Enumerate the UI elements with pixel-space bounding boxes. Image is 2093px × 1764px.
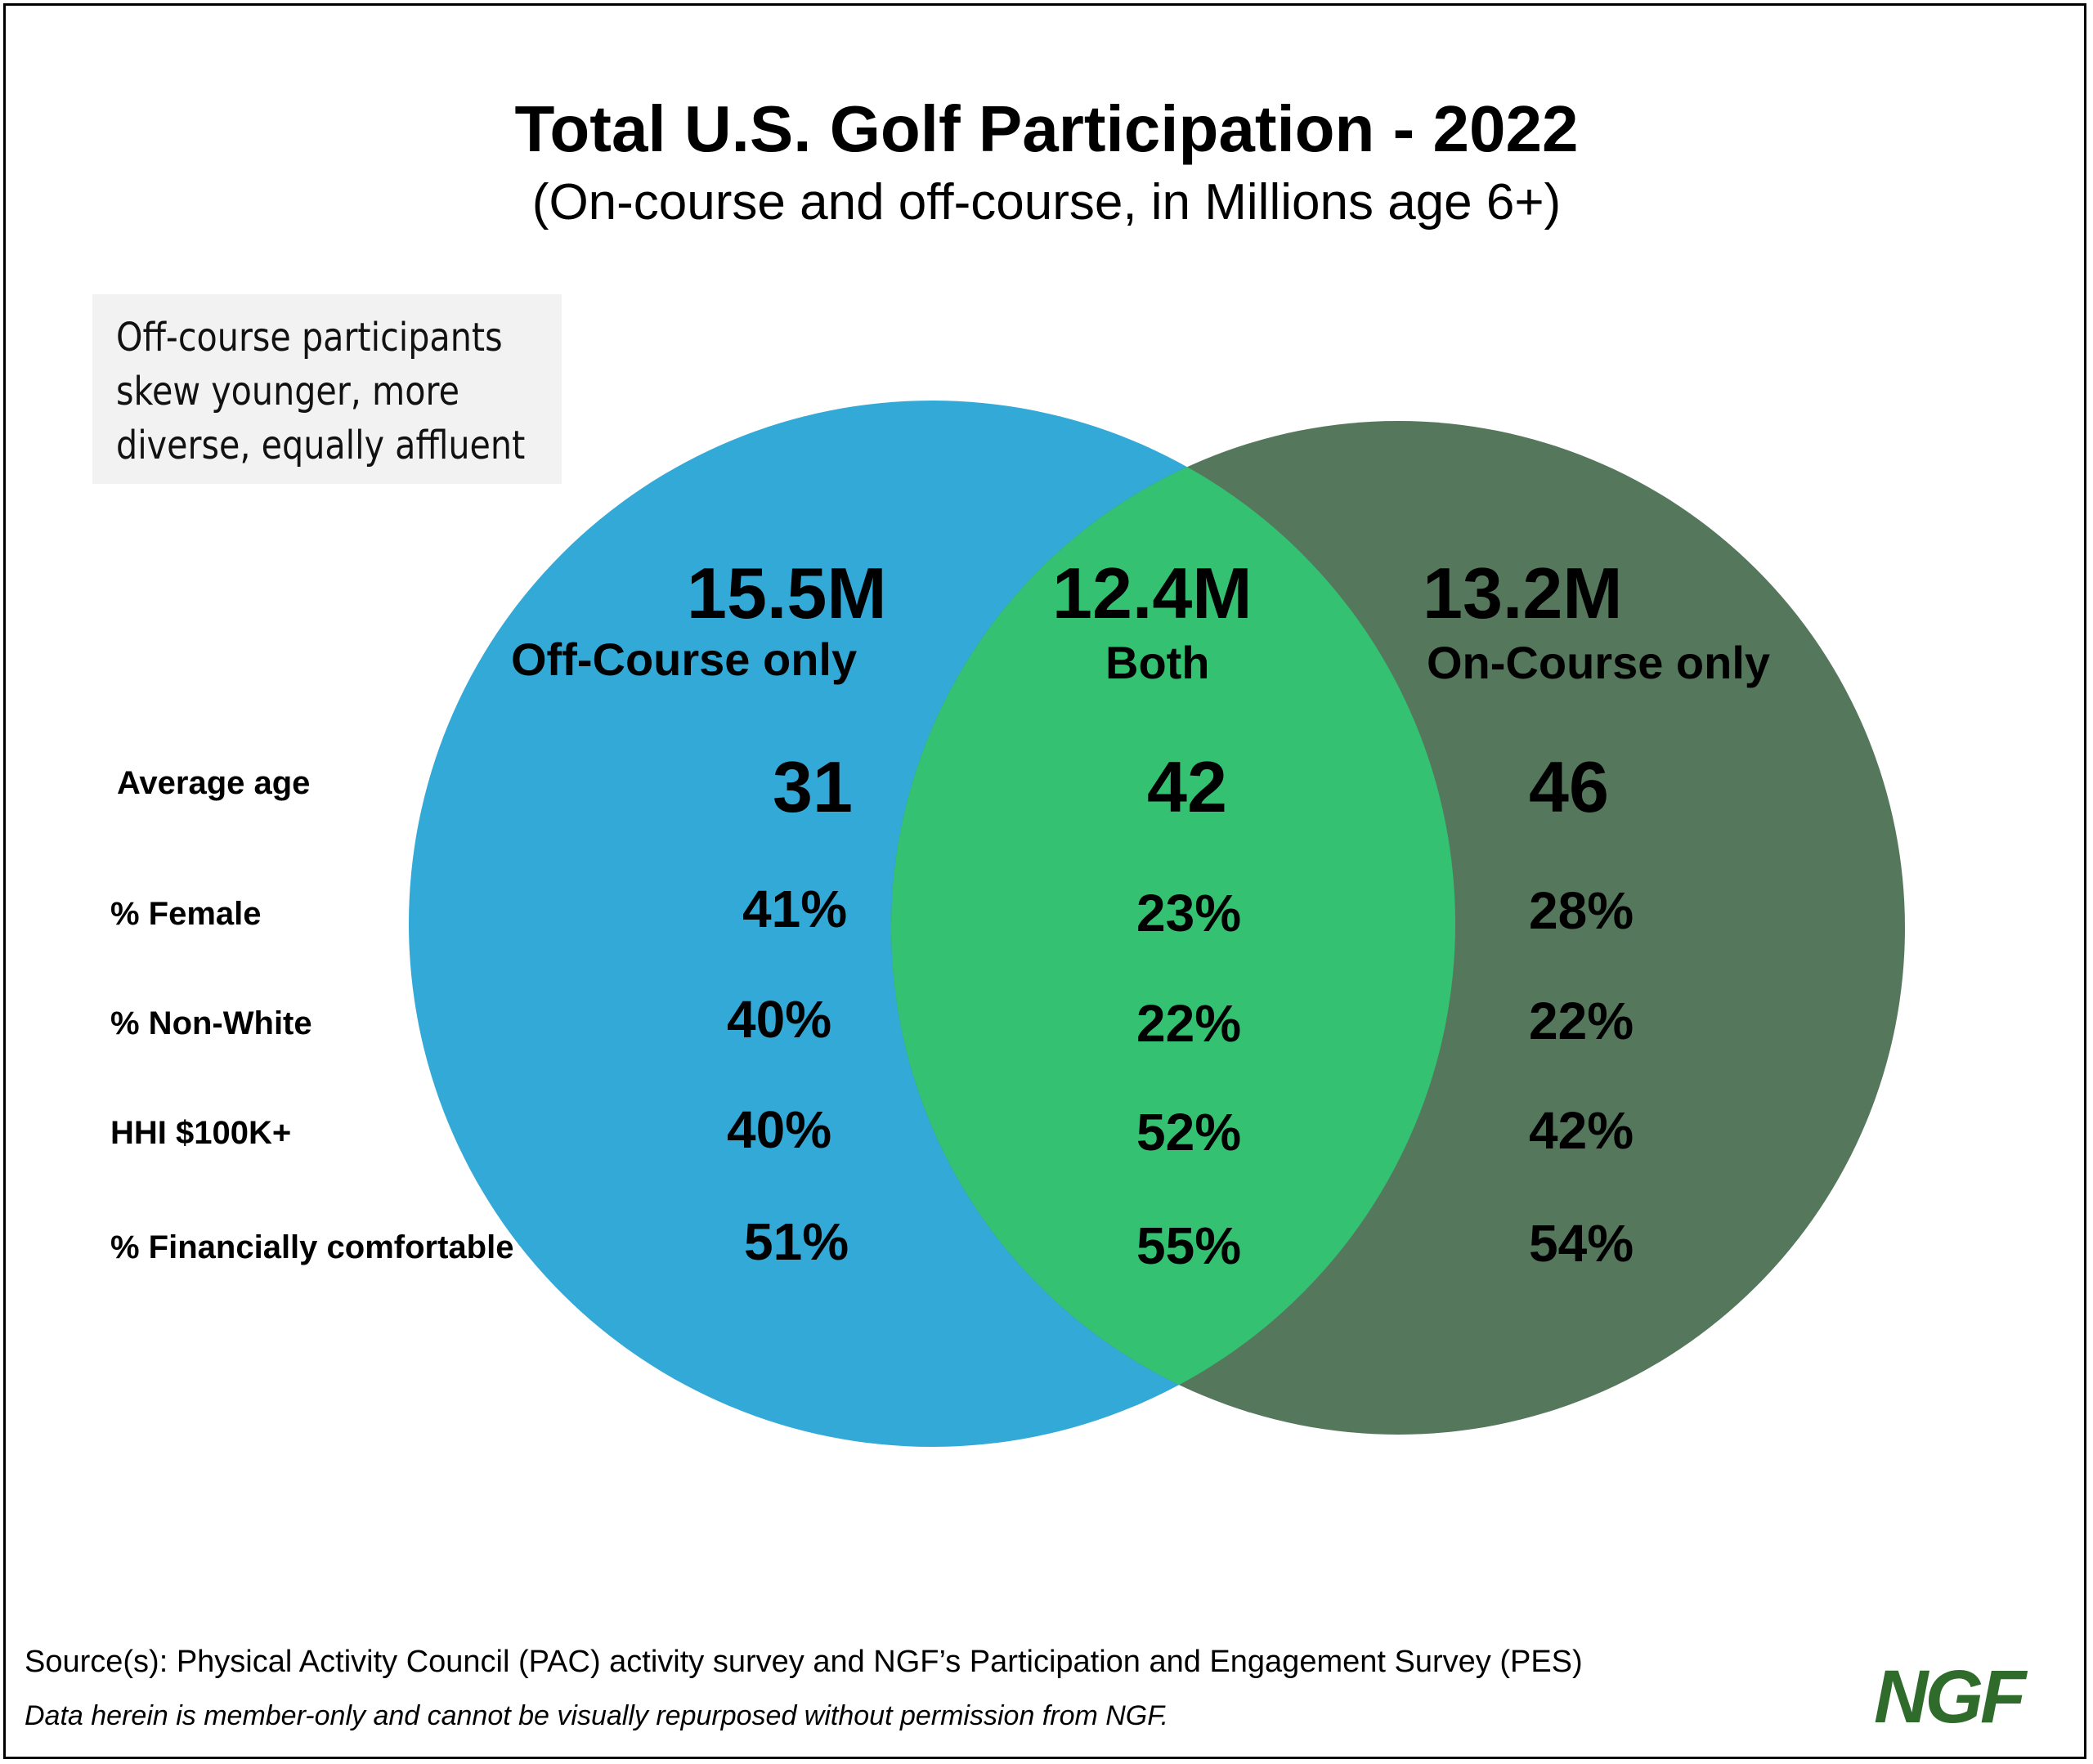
off-course-total: 15.5M bbox=[687, 553, 887, 634]
both-label: Both bbox=[1105, 637, 1210, 688]
off-course-label: Off-Course only bbox=[511, 634, 858, 685]
both-hhi: 52% bbox=[1136, 1103, 1242, 1162]
note-line: skew younger, more bbox=[116, 369, 459, 414]
on-course-label: On-Course only bbox=[1427, 637, 1771, 688]
chart-subtitle: (On-course and off-course, in Millions a… bbox=[531, 174, 1562, 231]
row-label-financially-comfortable: % Financially comfortable bbox=[110, 1229, 514, 1265]
chart-title: Total U.S. Golf Participation - 2022 bbox=[514, 92, 1579, 165]
row-label-average-age: Average age bbox=[117, 765, 311, 801]
on-course-total: 13.2M bbox=[1423, 553, 1623, 634]
both-financially-comfortable: 55% bbox=[1136, 1216, 1242, 1275]
row-label-female: % Female bbox=[110, 896, 262, 932]
disclaimer-note: Data herein is member-only and cannot be… bbox=[25, 1700, 1169, 1731]
source-note: Source(s): Physical Activity Council (PA… bbox=[25, 1645, 1583, 1679]
off-course-female: 41% bbox=[742, 880, 848, 938]
row-label-non-white: % Non-White bbox=[110, 1005, 312, 1041]
row-label-hhi: HHI $100K+ bbox=[110, 1115, 292, 1151]
both-overlap bbox=[891, 421, 1455, 1435]
on-course-financially-comfortable: 54% bbox=[1529, 1214, 1634, 1273]
both-non-white: 22% bbox=[1136, 994, 1242, 1053]
off-course-non-white: 40% bbox=[727, 990, 832, 1049]
on-course-hhi: 42% bbox=[1529, 1101, 1634, 1160]
on-course-female: 28% bbox=[1529, 881, 1634, 940]
note-line: diverse, equally affluent bbox=[116, 423, 526, 468]
off-course-average-age: 31 bbox=[773, 746, 853, 827]
off-course-hhi: 40% bbox=[727, 1100, 832, 1159]
callout-note: Off-course participants skew younger, mo… bbox=[92, 294, 562, 484]
both-total: 12.4M bbox=[1052, 553, 1253, 634]
both-female: 23% bbox=[1136, 884, 1242, 942]
on-course-average-age: 46 bbox=[1529, 746, 1609, 827]
both-average-age: 42 bbox=[1147, 746, 1227, 827]
off-course-financially-comfortable: 51% bbox=[744, 1212, 849, 1271]
on-course-non-white: 22% bbox=[1529, 992, 1634, 1050]
ngf-logo: NGF bbox=[1874, 1655, 2026, 1739]
note-line: Off-course participants bbox=[116, 315, 503, 360]
